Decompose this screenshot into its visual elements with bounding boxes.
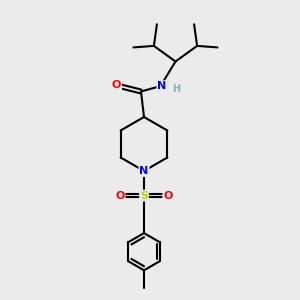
Text: O: O — [115, 190, 125, 201]
Text: H: H — [172, 83, 180, 94]
Text: O: O — [112, 80, 121, 90]
Text: O: O — [163, 190, 173, 201]
Text: N: N — [158, 81, 166, 91]
Text: N: N — [140, 166, 148, 176]
Text: S: S — [140, 190, 148, 201]
